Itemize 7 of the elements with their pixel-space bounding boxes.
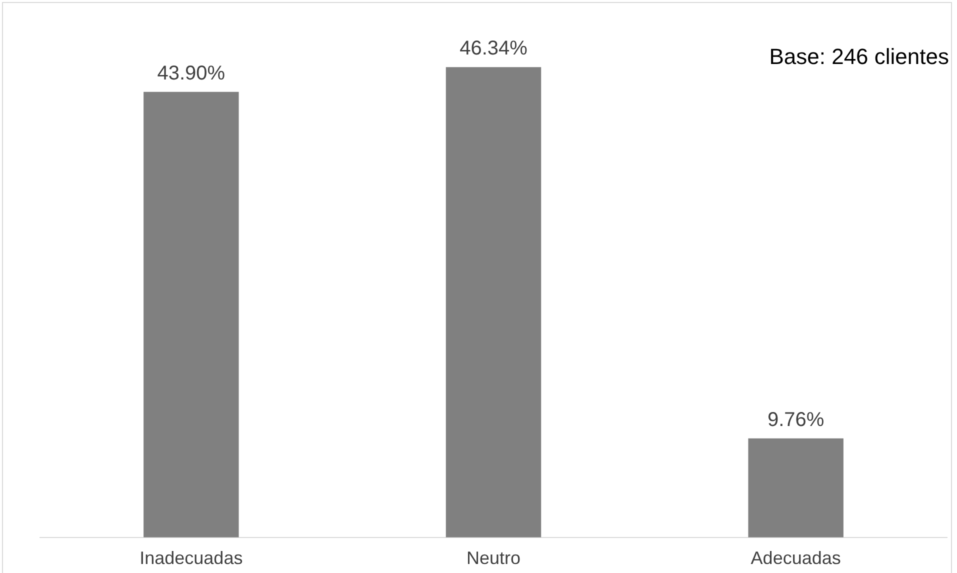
data-label: 46.34%: [460, 38, 528, 60]
data-label: 43.90%: [157, 62, 226, 84]
x-tick-label: Adecuadas: [750, 548, 841, 568]
annotation: Base: 246 clientes: [769, 44, 949, 70]
data-label: 9.76%: [767, 408, 824, 431]
x-tick-label: Neutro: [466, 548, 521, 568]
x-tick-label: Inadecuadas: [140, 548, 243, 568]
